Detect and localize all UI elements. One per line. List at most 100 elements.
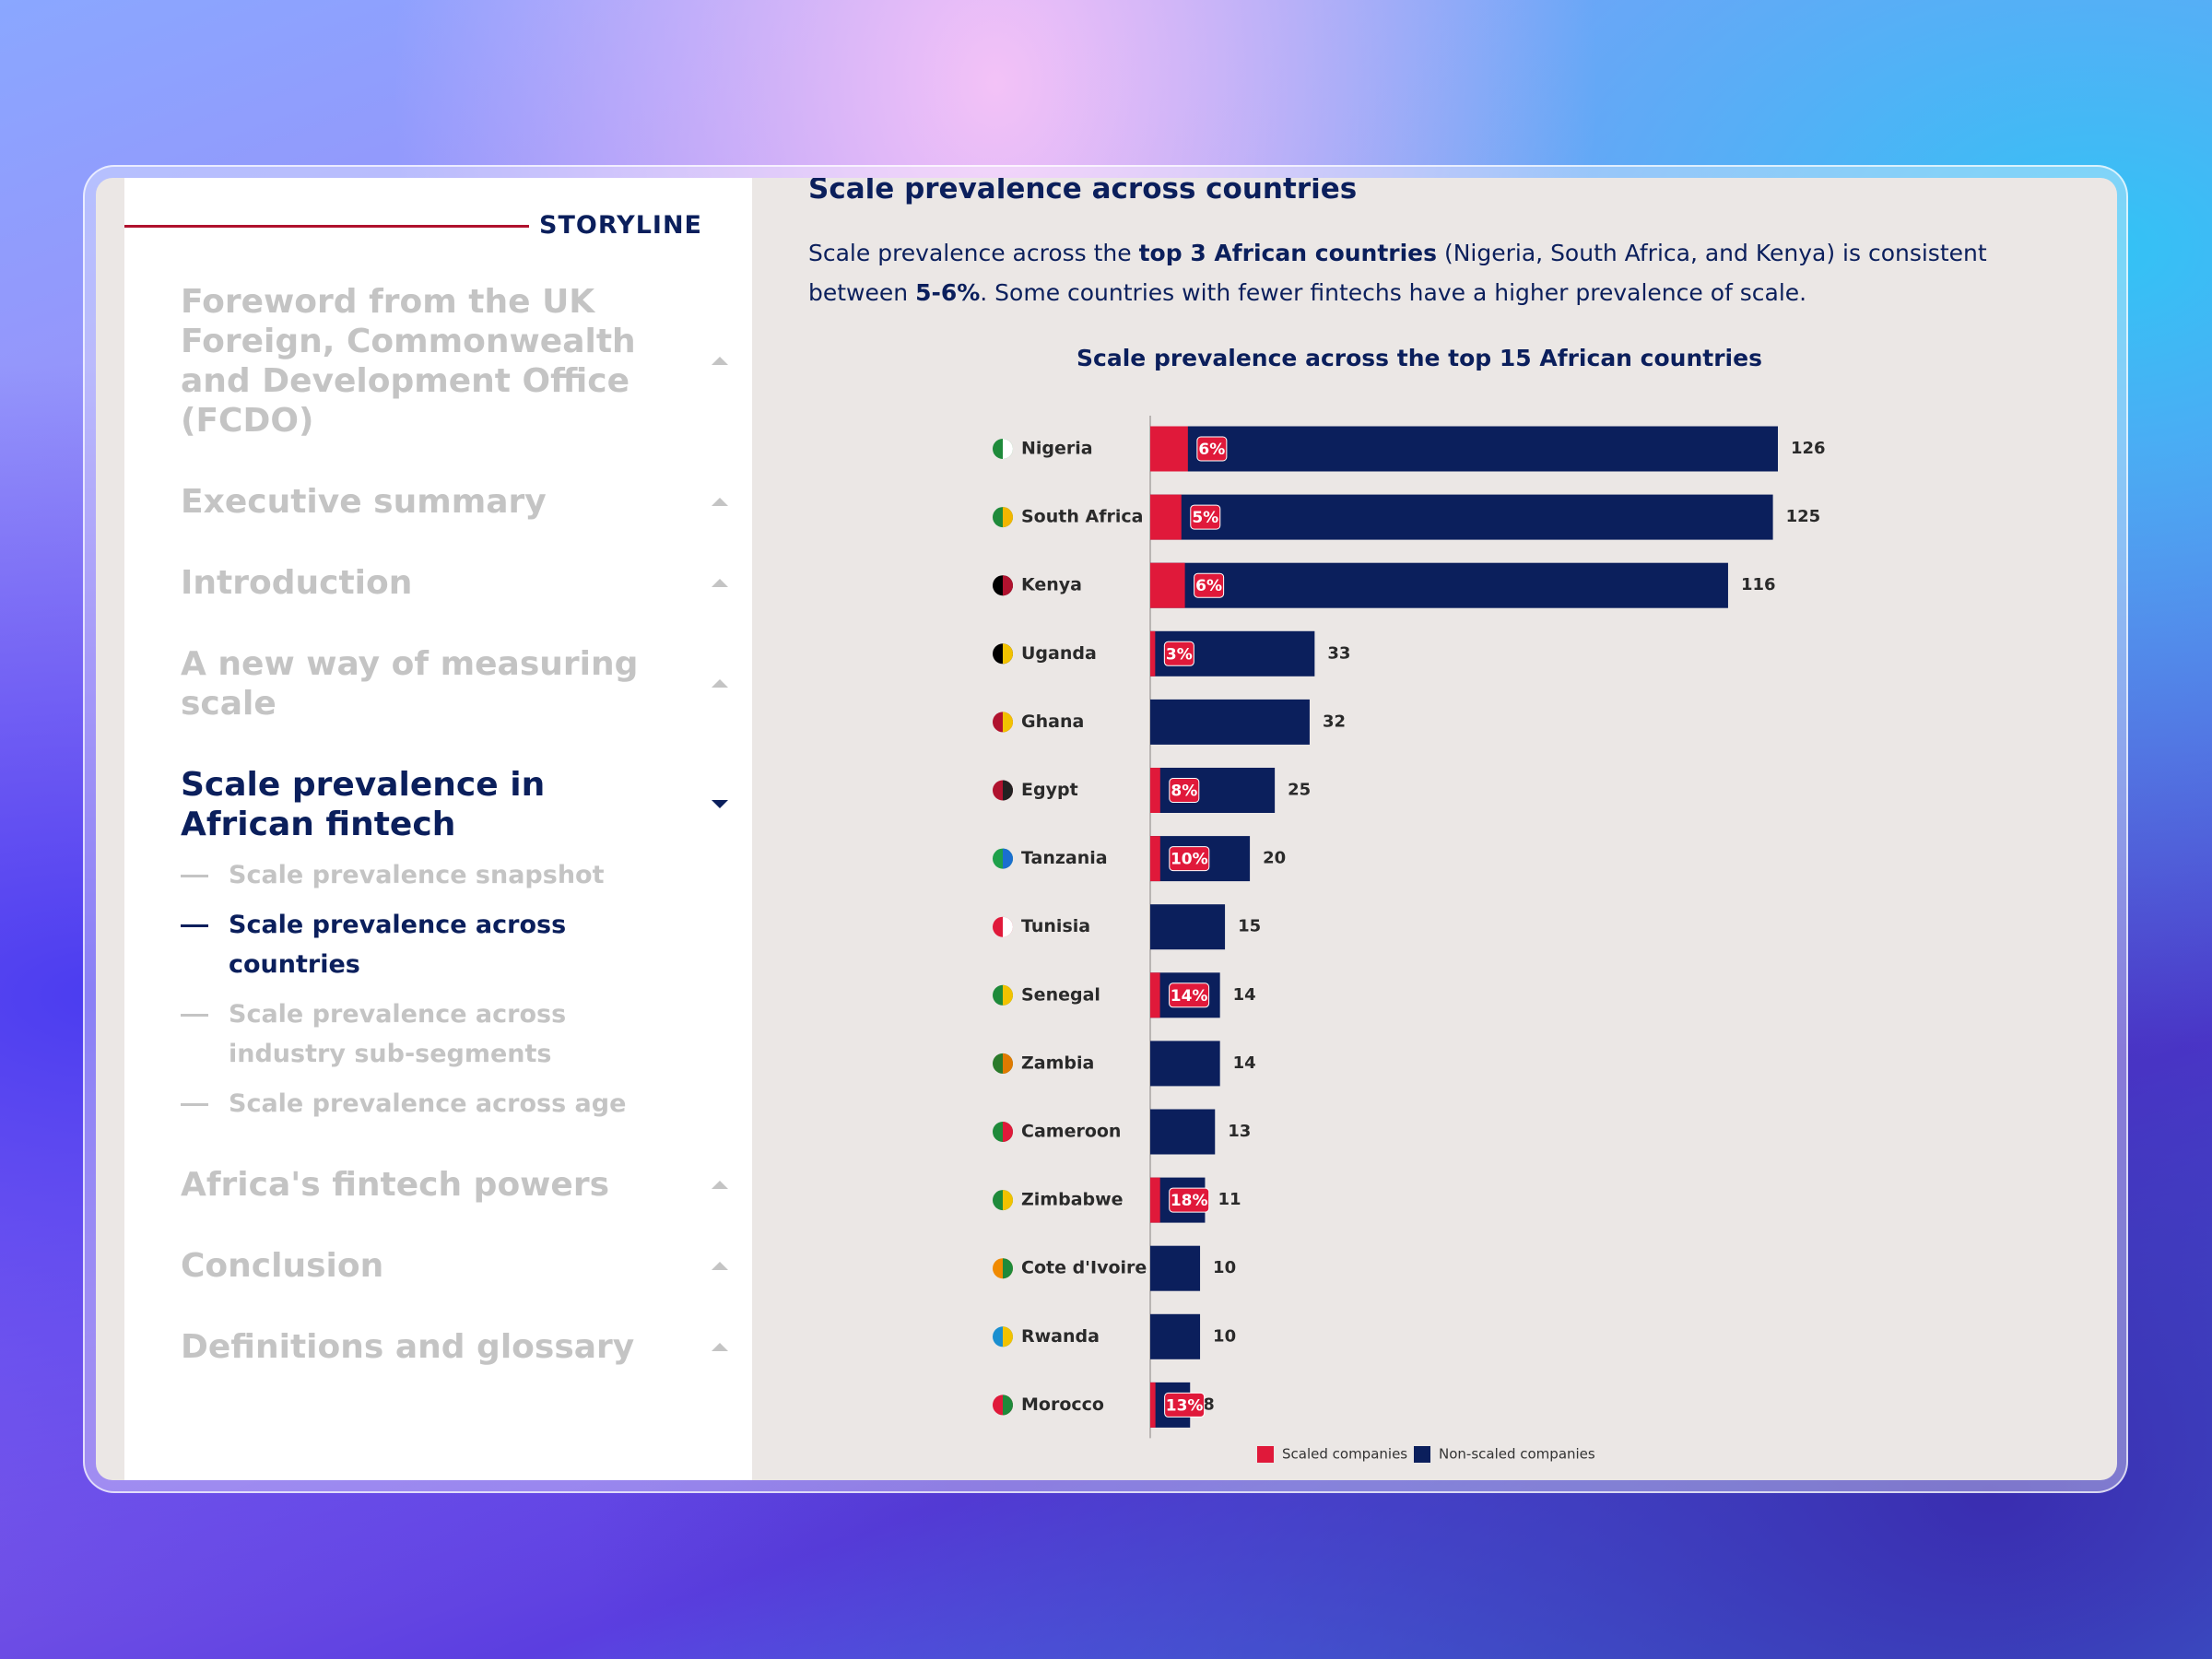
share-badge [1169,1187,1210,1213]
text-run: . Some countries with fewer fintechs hav… [980,279,1807,306]
scaled-bar [1150,1382,1156,1428]
nav-item[interactable]: A new way of measuring scale [181,644,728,724]
nav-subitem-label[interactable]: Scale prevalence across age [229,1089,627,1118]
text-bold: top 3 African countries [1138,240,1438,266]
share-label: 3% [1166,645,1193,664]
total-label: 20 [1263,849,1286,868]
country-label: Rwanda [1021,1326,1100,1347]
nav-arrow[interactable] [712,357,728,365]
country-label: Uganda [1021,643,1097,664]
nav-arrow[interactable] [712,679,728,688]
country-label: Cote d'Ivoire [1021,1258,1147,1278]
nav-arrow[interactable] [712,1261,728,1270]
nav-subitems: Scale prevalence snapshot Scale prevalenc… [181,855,715,1124]
nav-item[interactable]: Africa's fintech powers [181,1165,728,1205]
bar [1150,426,1778,472]
nav-item-label[interactable]: Introduction [181,564,413,602]
total-label: 32 [1323,712,1346,731]
share-badge [1169,982,1210,1008]
share-label: 8% [1171,782,1197,801]
bar [1150,1245,1201,1291]
nav-item-label[interactable]: Scale prevalence in African fintech [181,766,546,843]
country-label: Egypt [1021,780,1078,800]
share-label: 18% [1171,1192,1208,1210]
nav-subitem[interactable]: Scale prevalence across industry sub-seg… [181,994,689,1074]
share-label: 10% [1171,851,1208,869]
total-label: 14 [1233,985,1256,1005]
bar [1150,1313,1201,1359]
share-label: 13% [1166,1396,1204,1415]
flag-icon [1003,916,1013,937]
nav-item-label[interactable]: Executive summary [181,483,547,521]
nav-list: Foreword from the UK Foreign, Commonweal… [181,282,728,1408]
nav-item-label[interactable]: A new way of measuring scale [181,645,639,723]
nav-item-label[interactable]: Definitions and glossary [181,1328,635,1366]
nav-item-label[interactable]: Africa's fintech powers [181,1166,610,1204]
nav-subitem[interactable]: Scale prevalence across countries [181,905,689,984]
country-label: Morocco [1021,1394,1104,1415]
total-label: 10 [1213,1326,1236,1346]
nav-subitem[interactable]: Scale prevalence snapshot [181,855,689,895]
bar [1150,699,1310,745]
total-label: 13 [1228,1122,1251,1141]
flag-icon [1003,1053,1013,1074]
nav-item[interactable]: Foreword from the UK Foreign, Commonweal… [181,282,728,441]
share-badge [1190,504,1221,530]
total-label: 25 [1288,781,1311,800]
scaled-bar [1150,562,1185,608]
nav-dash [181,924,208,927]
scaled-bar [1150,972,1160,1018]
nav-arrow[interactable] [712,1342,728,1351]
chart: Scale prevalence across the top 15 Afric… [993,345,1826,1463]
share-badge [1194,572,1225,598]
nav-item[interactable]: Executive summary [181,482,728,522]
share-badge [1169,846,1210,872]
section-title: Scale prevalence across countries [808,178,1358,206]
flag-icon [1003,1190,1013,1211]
nav-arrow[interactable] [712,1180,728,1189]
sidebar-heading: STORYLINE [539,211,702,240]
total-label: 11 [1218,1190,1241,1209]
nav-subitem-label[interactable]: Scale prevalence across industry sub-seg… [229,1000,567,1068]
country-label: Senegal [1021,984,1100,1005]
nav-item[interactable]: Scale prevalence in African fintech Scale… [181,765,728,1124]
sidebar: STORYLINE Foreword from the UK Foreign, … [124,178,752,1480]
nav-dash [181,1103,208,1106]
country-label: Kenya [1021,575,1082,595]
text-run: Scale prevalence across the [808,240,1139,266]
nav-item[interactable]: Conclusion [181,1246,728,1286]
share-badge [1196,436,1228,462]
nav-item-label[interactable]: Conclusion [181,1247,384,1285]
total-label: 33 [1327,643,1350,663]
nav-item[interactable]: Definitions and glossary [181,1327,728,1367]
bar [1150,768,1276,813]
legend-swatch [1257,1446,1274,1463]
scaled-bar [1150,836,1160,882]
flag-icon [1003,848,1013,869]
total-label: 125 [1786,507,1821,526]
heading-rule [124,225,529,228]
nav-arrow[interactable] [712,800,728,808]
flag-icon [1003,507,1013,528]
flag-icon [1003,1394,1013,1416]
country-label: Zimbabwe [1021,1190,1124,1210]
share-label: 5% [1192,509,1218,527]
total-label: 126 [1791,439,1826,458]
nav-item-label[interactable]: Foreword from the UK Foreign, Commonweal… [181,283,636,440]
share-label: 14% [1171,987,1208,1006]
nav-arrow[interactable] [712,578,728,587]
nav-subitem[interactable]: Scale prevalence across age [181,1084,689,1124]
legend-swatch [1414,1446,1430,1463]
flag-icon [1003,439,1013,459]
nav-item[interactable]: Introduction [181,563,728,603]
nav-subitem-label[interactable]: Scale prevalence snapshot [229,861,605,889]
nav-subitem-label[interactable]: Scale prevalence across countries [229,911,567,979]
country-label: Ghana [1021,712,1084,732]
bar [1150,562,1728,608]
nav-arrow[interactable] [712,497,728,506]
scaled-bar [1150,630,1156,677]
bar [1150,1109,1216,1155]
country-label: Zambia [1021,1053,1094,1073]
flag-icon [1003,1122,1013,1142]
